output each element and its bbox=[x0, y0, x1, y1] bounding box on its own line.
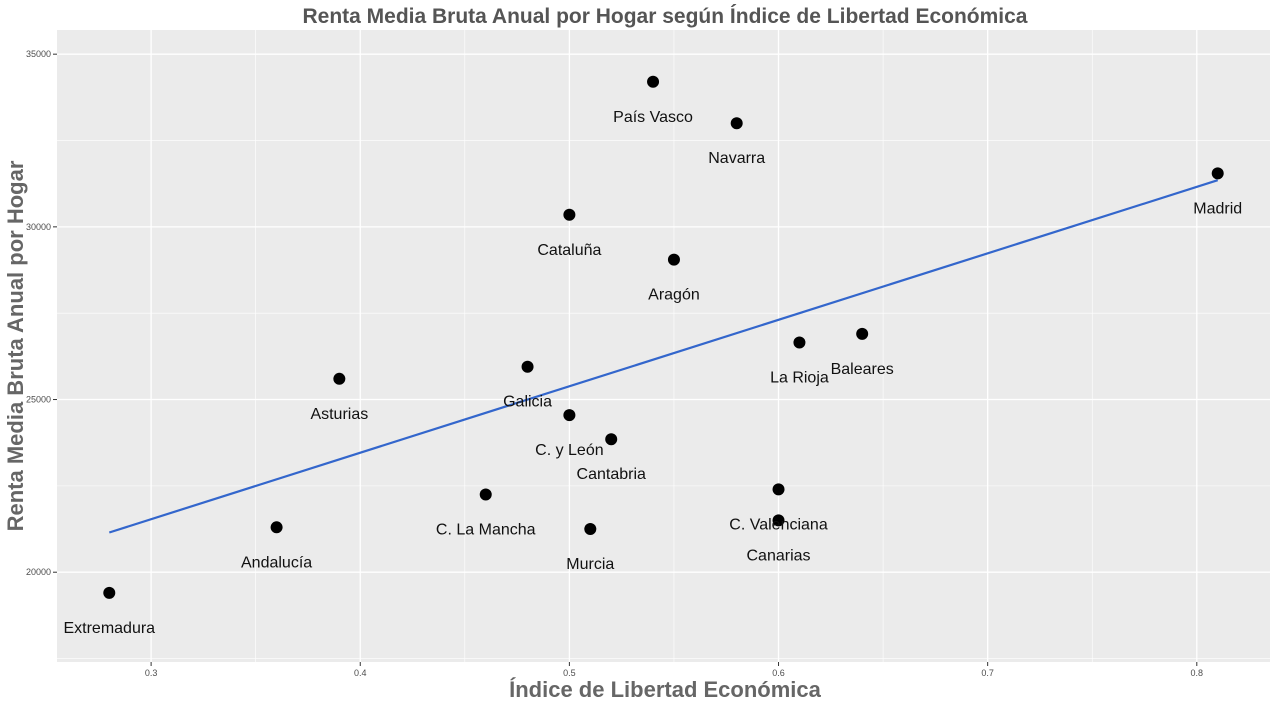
data-point bbox=[563, 208, 576, 221]
data-label: Cantabria bbox=[577, 466, 646, 483]
data-label: Aragón bbox=[648, 287, 700, 304]
x-tick-label: 0.7 bbox=[981, 668, 994, 678]
data-label: País Vasco bbox=[613, 109, 693, 126]
x-tick-label: 0.4 bbox=[354, 668, 367, 678]
data-label: Canarias bbox=[747, 547, 811, 564]
data-point bbox=[772, 483, 785, 496]
y-tick-label: 25000 bbox=[26, 395, 51, 405]
x-axis-ticks: 0.3 0.4 0.5 0.6 0.7 0.8 bbox=[145, 662, 1203, 678]
trendline bbox=[108, 179, 1219, 534]
data-point bbox=[856, 327, 869, 340]
y-tick-label: 20000 bbox=[26, 567, 51, 577]
data-point bbox=[521, 360, 534, 373]
data-label: Galicia bbox=[503, 394, 552, 411]
data-point bbox=[479, 488, 492, 501]
chart-title: Renta Media Bruta Anual por Hogar según … bbox=[302, 5, 1027, 28]
data-point bbox=[730, 117, 743, 130]
data-label: C. y León bbox=[535, 442, 603, 459]
data-point bbox=[563, 409, 576, 422]
data-point bbox=[1211, 167, 1224, 180]
data-label: Extremadura bbox=[63, 620, 155, 637]
x-tick-label: 0.3 bbox=[145, 668, 158, 678]
y-tick-label: 30000 bbox=[26, 222, 51, 232]
data-point bbox=[793, 336, 806, 349]
trendline-path bbox=[108, 179, 1219, 534]
y-axis-ticks: 20000 25000 30000 35000 bbox=[26, 49, 57, 577]
data-point bbox=[103, 586, 116, 599]
y-tick-label: 35000 bbox=[26, 49, 51, 59]
x-tick-label: 0.6 bbox=[772, 668, 785, 678]
data-label: C. Valenciana bbox=[729, 516, 828, 533]
data-label: Murcia bbox=[566, 556, 614, 573]
grid-minor bbox=[57, 30, 1270, 662]
plot-panel bbox=[57, 30, 1270, 662]
data-point bbox=[772, 514, 785, 527]
data-point bbox=[647, 75, 660, 88]
y-axis-title: Renta Media Bruta Anual por Hogar bbox=[3, 160, 28, 531]
data-label: La Rioja bbox=[770, 370, 829, 387]
data-label: Cataluña bbox=[537, 242, 601, 259]
data-label: Andalucía bbox=[241, 554, 312, 571]
data-point bbox=[605, 433, 618, 446]
data-points bbox=[103, 75, 1224, 599]
data-point bbox=[667, 253, 680, 266]
data-label: Navarra bbox=[708, 150, 765, 167]
data-labels: Extremadura Andalucía Asturias C. La Mancha… bbox=[63, 109, 1242, 637]
data-label: Madrid bbox=[1193, 200, 1242, 217]
data-label: Asturias bbox=[310, 406, 368, 423]
data-point bbox=[270, 521, 283, 534]
data-point bbox=[584, 523, 597, 536]
data-label: C. La Mancha bbox=[436, 522, 536, 539]
x-axis-title: Índice de Libertad Económica bbox=[509, 677, 822, 702]
data-point bbox=[333, 372, 346, 385]
grid-major bbox=[57, 30, 1270, 662]
data-label: Baleares bbox=[831, 361, 894, 378]
x-tick-label: 0.5 bbox=[563, 668, 576, 678]
x-tick-label: 0.8 bbox=[1191, 668, 1204, 678]
